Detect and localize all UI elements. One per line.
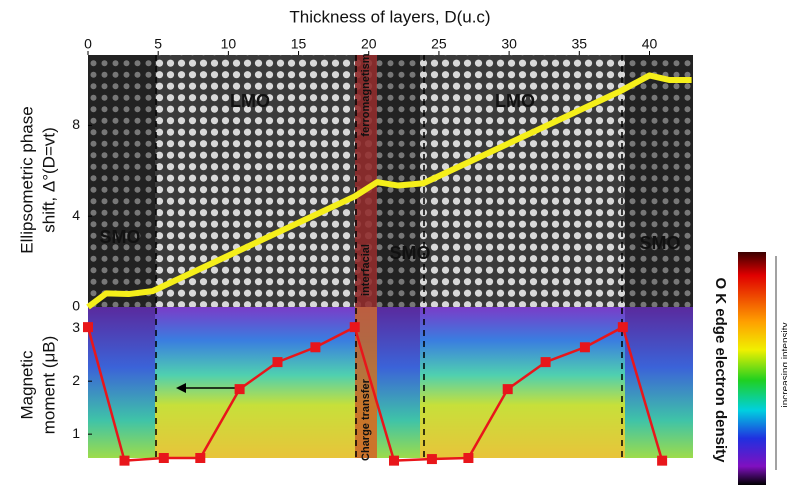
data-point [579, 342, 590, 353]
data-line [86, 325, 664, 462]
data-point [657, 455, 668, 466]
data-point [617, 322, 628, 333]
y-tick-label: 8 [72, 116, 80, 132]
x-tick-label: 15 [291, 36, 307, 52]
data-point [272, 357, 283, 368]
annotation: LMO [495, 91, 535, 111]
x-tick-label: 5 [154, 36, 162, 52]
x-axis-title: Thickness of layers, D(u.c) [289, 7, 490, 26]
eels-map [88, 307, 693, 458]
colorbar-title: O K edge electron density [712, 277, 729, 463]
x-tick-label: 20 [361, 36, 377, 52]
data-line [86, 72, 692, 310]
y-tick-label: 1 [72, 425, 80, 441]
data-point [502, 384, 513, 395]
x-tick-label: 10 [221, 36, 237, 52]
data-point [349, 322, 360, 333]
annotation: ferromagnetism [360, 53, 372, 136]
x-tick-label: 0 [84, 36, 92, 52]
data-point [83, 322, 93, 333]
arrow-head [176, 383, 186, 393]
y-axis-title: moment (μB) [39, 336, 58, 435]
y-tick-label: 2 [72, 372, 80, 388]
data-point [119, 455, 130, 466]
x-tick-label: 35 [572, 36, 588, 52]
y-tick-label: 4 [72, 207, 80, 223]
annotation: LMO [230, 91, 270, 111]
y-axis-title: shift, Δ°(D=vt) [39, 127, 58, 233]
data-point [234, 384, 245, 395]
x-tick-label: 25 [431, 36, 447, 52]
data-point [463, 453, 474, 463]
x-tick-label: 30 [501, 36, 517, 52]
layer-boundaries [155, 55, 623, 458]
x-tick-label: 40 [642, 36, 658, 52]
micrograph [88, 55, 693, 307]
interface-strip [355, 55, 377, 307]
data-point [426, 454, 437, 465]
annotation: SMO [639, 233, 680, 253]
y-tick-label: 0 [72, 298, 80, 314]
data-point [310, 342, 321, 353]
annotation: SMO [389, 243, 430, 263]
data-point [389, 455, 400, 466]
y-axis-title: Magnetic [17, 350, 36, 419]
annotation: interfacial [360, 244, 372, 296]
annotation: SMO [99, 227, 140, 247]
annotation: Charge transfer [360, 378, 372, 461]
data-point [540, 357, 551, 368]
colorbar-label: increasing intensity [781, 322, 787, 407]
colorbar [738, 252, 766, 485]
y-tick-label: 3 [72, 319, 80, 335]
data-point [158, 453, 169, 463]
data-point [195, 453, 206, 463]
y-axis-title: Ellipsometric phase [17, 106, 36, 253]
